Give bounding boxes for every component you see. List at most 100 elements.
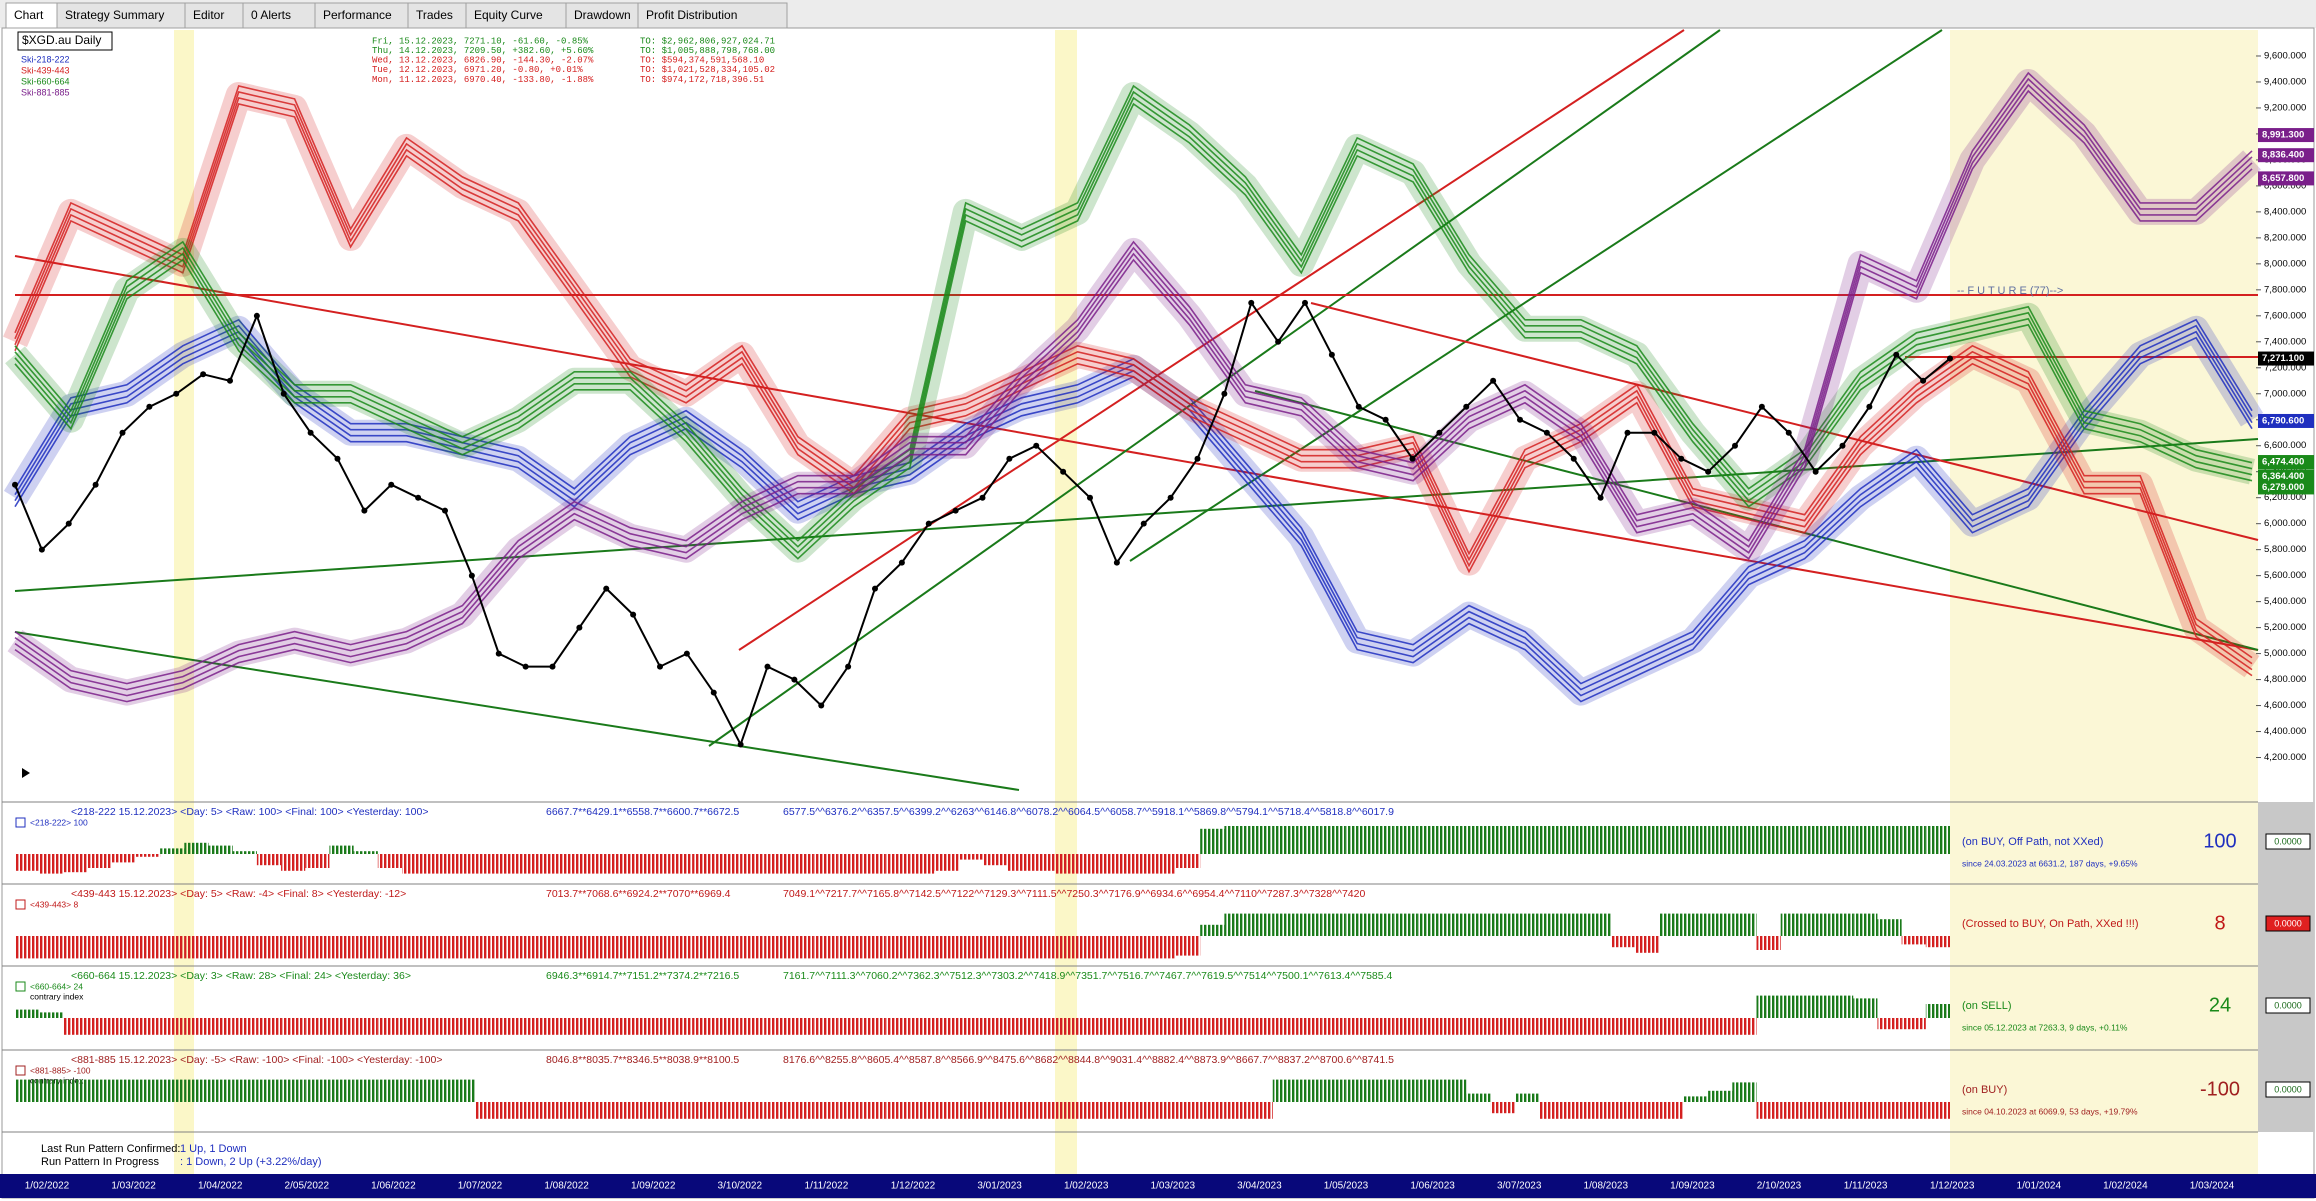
panel-box (2265, 915, 2311, 932)
panel-tag: <439-443> 8 (30, 899, 78, 909)
tab-label[interactable]: Strategy Summary (65, 8, 164, 22)
tab[interactable] (314, 2, 409, 29)
price-point (1866, 403, 1873, 410)
tab-label[interactable]: Editor (193, 8, 224, 22)
tab-label[interactable]: 0 Alerts (251, 8, 291, 22)
histogram-bar (692, 1102, 717, 1119)
panel-closes: 8046.8**8035.7**8346.5**8038.9**8100.5 (546, 1054, 739, 1066)
histogram-bar (1321, 1079, 1346, 1102)
y-tick-label: 7,000.000 (2264, 388, 2306, 399)
histogram-bar (1587, 1018, 1612, 1035)
histogram-bar (1248, 1102, 1273, 1119)
price-point (1113, 559, 1120, 566)
tab[interactable] (637, 2, 788, 29)
histogram-bar (571, 936, 596, 959)
tab-label[interactable]: Performance (323, 8, 392, 22)
price-point (872, 585, 878, 592)
price-point (1409, 455, 1416, 462)
histogram-bar (595, 936, 620, 959)
histogram-bar (184, 936, 209, 959)
histogram-bar (1804, 826, 1830, 854)
histogram-bar (1055, 1018, 1080, 1035)
tab-label[interactable]: Chart (14, 8, 44, 22)
band-line (14, 102, 2253, 560)
price-point (280, 390, 287, 397)
tab-label[interactable]: Profit Distribution (646, 8, 737, 22)
tab-label[interactable]: Drawdown (574, 8, 631, 22)
histogram-bar (1321, 826, 1346, 854)
tab-label[interactable]: Equity Curve (474, 8, 543, 22)
histogram-bar (1127, 1018, 1152, 1035)
histogram-bar (740, 1102, 765, 1119)
price-point (253, 312, 260, 319)
histogram-bar (39, 936, 64, 959)
histogram-bar (1732, 913, 1757, 936)
histogram-bar (135, 854, 161, 857)
panel-since: since 05.12.2023 at 7263.3, 9 days, +0.1… (1962, 1022, 2128, 1032)
histogram-bar (764, 936, 789, 959)
histogram-bar (1345, 1018, 1370, 1035)
histogram-bar (619, 936, 644, 959)
histogram-bar (1103, 1018, 1128, 1035)
histogram-bar (982, 1018, 1007, 1035)
price-point (12, 481, 18, 488)
histogram-bar (1659, 826, 1684, 854)
histogram-bar (1925, 1004, 1950, 1018)
run-label: Run Pattern In Progress (41, 1156, 160, 1168)
histogram-bar (15, 854, 40, 871)
y-tick-label: 4,400.000 (2264, 726, 2306, 737)
panel-score: 100 (2203, 830, 2236, 852)
tab[interactable] (407, 2, 467, 29)
price-point (1543, 429, 1550, 436)
histogram-bar (111, 1079, 136, 1102)
tab[interactable] (242, 2, 316, 29)
panel-icon (15, 899, 26, 910)
histogram-bar (377, 1079, 402, 1102)
histogram-bar (547, 1102, 572, 1119)
histogram-bar (160, 1018, 185, 1035)
histogram-bar (668, 854, 693, 874)
histogram-bar (1055, 1102, 1080, 1119)
panel-note: contrary index (30, 991, 84, 1001)
price-point (1194, 455, 1201, 462)
tab-label[interactable]: Trades (416, 8, 453, 22)
panel-tag: <218-222> 100 (30, 817, 88, 827)
histogram-bar (1490, 1102, 1515, 1114)
histogram-bar (1006, 1018, 1031, 1035)
histogram-bar (619, 854, 644, 874)
histogram-bar (1345, 1079, 1370, 1102)
price-point (388, 481, 395, 488)
histogram-bar (1200, 924, 1225, 936)
histogram-bar (402, 854, 427, 874)
histogram-bar (1683, 1096, 1709, 1102)
histogram-bar (135, 1018, 161, 1035)
histogram-bar (498, 1018, 523, 1035)
turnover: TO: $1,021,528,334,105.02 (640, 65, 775, 75)
price-point (630, 611, 637, 618)
histogram-bar (39, 1079, 64, 1102)
histogram-bar (885, 854, 910, 874)
price-label-box (2258, 128, 2314, 143)
histogram-bar (1635, 1018, 1660, 1035)
histogram-bar (1321, 913, 1346, 936)
tab[interactable] (5, 2, 58, 29)
histogram-bar (958, 1018, 983, 1035)
price-point (979, 494, 986, 501)
tab[interactable] (565, 2, 639, 29)
price-point (1382, 416, 1389, 423)
price-point (1490, 377, 1497, 384)
histogram-bar (1127, 1102, 1152, 1119)
histogram-bar (1127, 854, 1152, 874)
price-point (334, 455, 341, 462)
histogram-bar (426, 936, 451, 959)
y-tick-label: 5,200.000 (2264, 622, 2306, 633)
histogram-bar (1732, 826, 1757, 854)
histogram-bar (1490, 1018, 1515, 1035)
histogram-bar (1151, 854, 1176, 874)
histogram-bar (595, 1102, 620, 1119)
histogram-bar (1708, 826, 1733, 854)
run-value: 1 Up, 1 Down (180, 1143, 247, 1155)
histogram-bar (764, 854, 789, 874)
band-line (14, 96, 2253, 554)
tab[interactable] (56, 2, 186, 29)
